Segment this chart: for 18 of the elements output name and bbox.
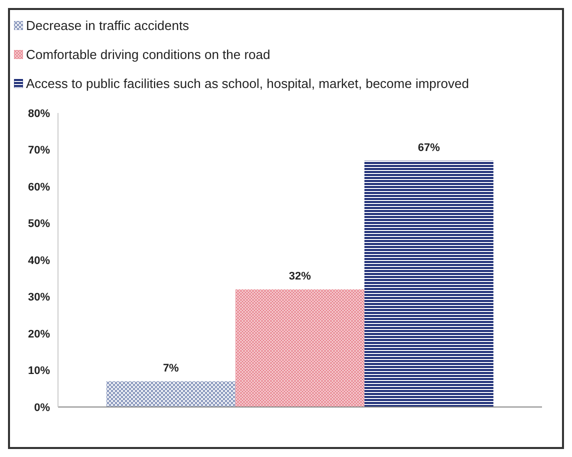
- legend-label: Comfortable driving conditions on the road: [26, 47, 270, 62]
- y-tick-label: 0%: [34, 402, 50, 414]
- bar: [364, 160, 494, 407]
- y-tick-label: 80%: [28, 108, 50, 120]
- y-tick-label: 10%: [28, 365, 50, 378]
- data-label: 7%: [162, 362, 180, 374]
- y-tick-label: 40%: [28, 254, 50, 267]
- y-tick-label: 30%: [28, 292, 50, 304]
- legend-label: Decrease in traffic accidents: [26, 18, 190, 33]
- bar: [235, 289, 364, 407]
- y-tick-label: 50%: [28, 218, 50, 230]
- y-tick-label: 70%: [28, 144, 50, 157]
- data-label: 32%: [288, 270, 312, 282]
- bar: [106, 381, 236, 407]
- data-label: 67%: [418, 142, 440, 154]
- y-tick-label: 20%: [28, 328, 50, 340]
- legend-label: Access to public facilities such as school, hospital, market, become improved: [26, 76, 469, 91]
- y-tick-label: 60%: [28, 181, 50, 194]
